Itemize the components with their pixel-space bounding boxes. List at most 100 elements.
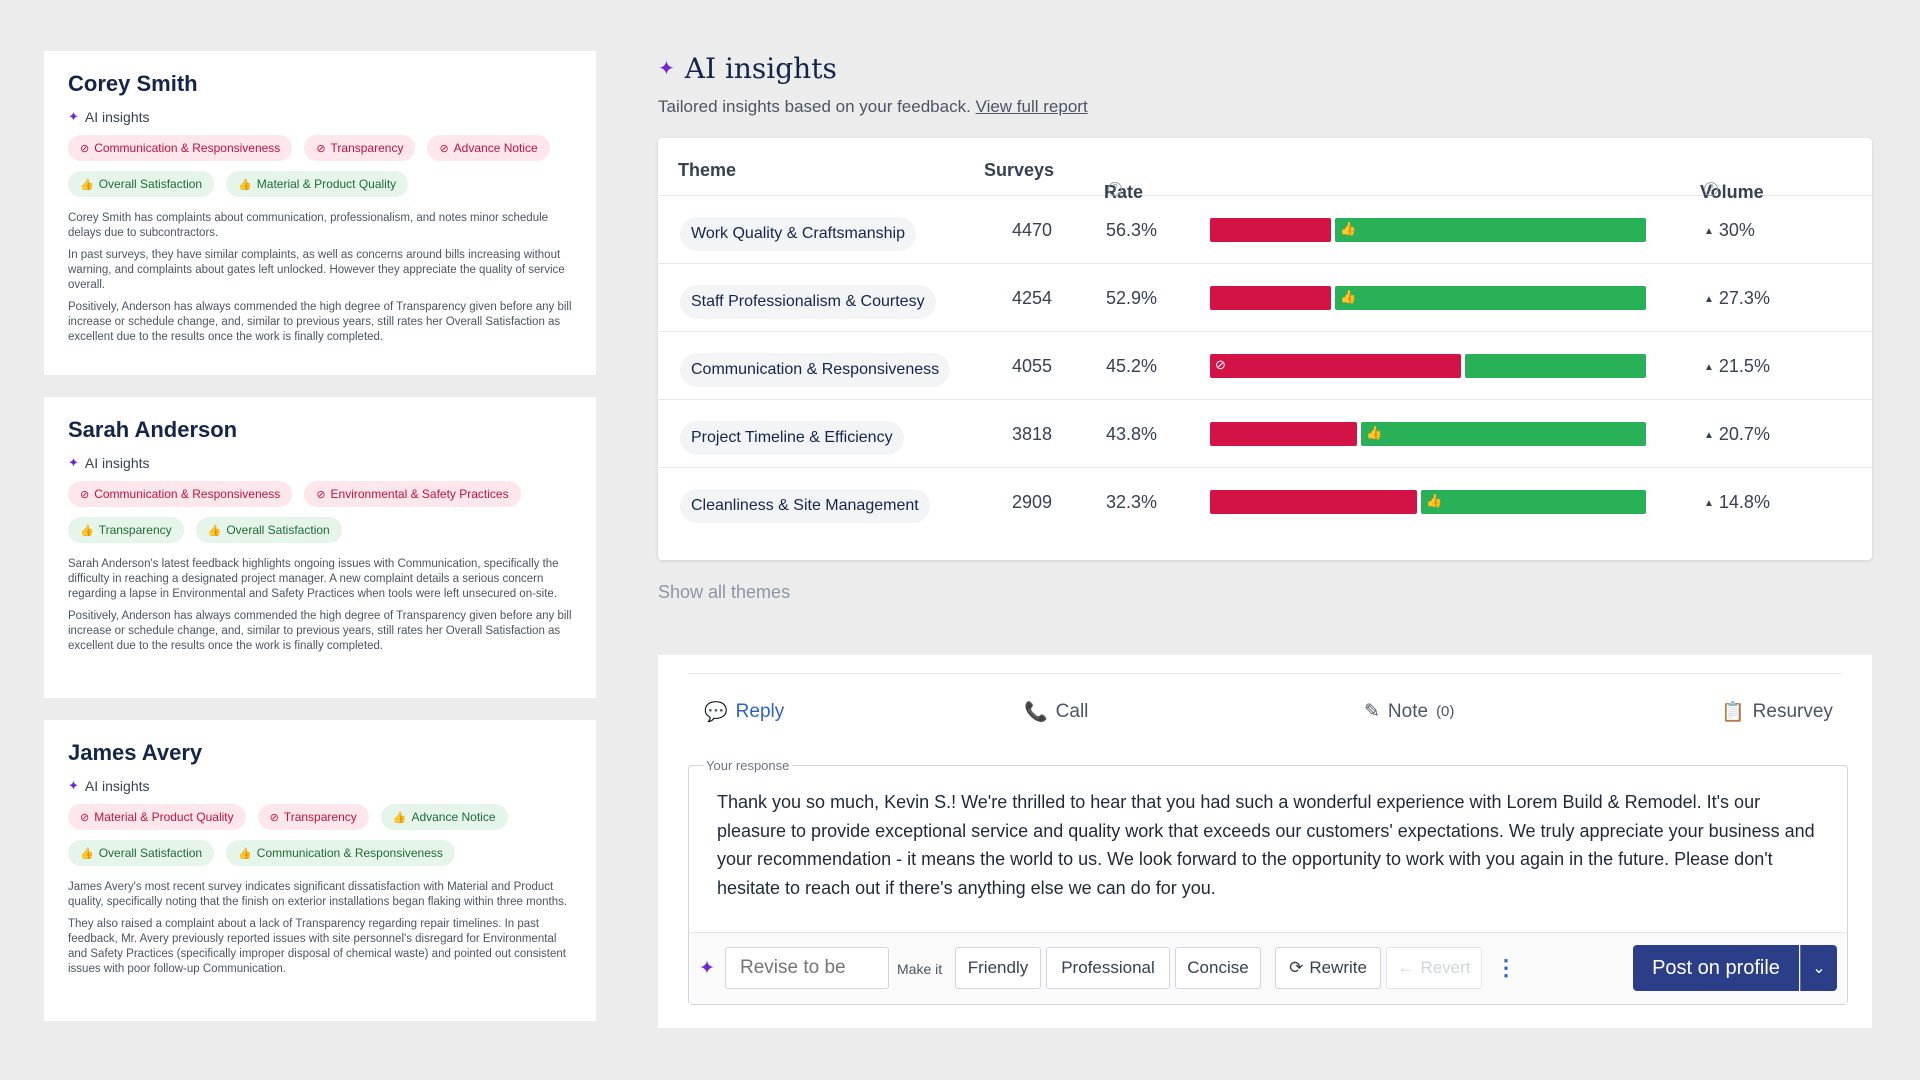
alert-icon: ⊘ <box>439 142 449 155</box>
negative-tag[interactable]: ⊘ Transparency <box>304 135 416 161</box>
sparkle-icon: ✦ <box>68 455 79 470</box>
more-options-icon[interactable]: ⋮ <box>1495 955 1517 980</box>
negative-tag[interactable]: ⊘ Communication & Responsiveness <box>68 481 293 507</box>
alert-icon: ⊘ <box>80 811 90 824</box>
table-row[interactable]: Project Timeline & Efficiency 3818 43.8% 👍 ▲… <box>658 400 1872 468</box>
positive-tag[interactable]: 👍 Advance Notice <box>380 804 508 830</box>
column-header-surveys: Surveys <box>984 160 1055 180</box>
customer-name: Sarah Anderson <box>68 417 238 442</box>
ai-insights-label: ✦ AI insights <box>68 455 150 471</box>
clipboard-icon: 📋 <box>1721 702 1745 723</box>
ai-insights-label: ✦ AI insights <box>68 778 150 794</box>
alert-icon: ⊘ <box>80 488 90 501</box>
sparkle-icon: ✦ <box>68 778 79 793</box>
revert-button[interactable]: ← Revert <box>1386 947 1482 989</box>
rate-value: 43.8% <box>1106 424 1158 444</box>
insights-header: ✦ AI insights <box>658 52 837 85</box>
table-row[interactable]: Work Quality & Craftsmanship 4470 56.3% 👍 ▲ 3… <box>658 196 1872 264</box>
table-row[interactable]: Communication & Responsiveness 4055 45.2% ⊘… <box>658 332 1872 400</box>
show-all-themes-link[interactable]: Show all themes <box>658 582 791 602</box>
tab-note[interactable]: ✎ Note (0) <box>1364 700 1455 723</box>
help-icon[interactable]: ? <box>1108 182 1122 196</box>
rate-value: 45.2% <box>1106 356 1158 376</box>
positive-tag[interactable]: 👍 Transparency <box>68 517 184 543</box>
themes-table: Theme Surveys Rate? Volume? Work Quality… <box>658 138 1872 560</box>
negative-bar[interactable] <box>1210 218 1331 242</box>
table-row[interactable]: Staff Professionalism & Courtesy 4254 52.9… <box>658 264 1872 332</box>
ai-insights-label: ✦ AI insights <box>68 109 150 125</box>
arrow-up-icon: ▲ <box>1704 430 1714 441</box>
positive-tag[interactable]: 👍 Overall Satisfaction <box>195 517 342 543</box>
tone-concise-button[interactable]: Concise <box>1175 947 1261 989</box>
tab-call[interactable]: 📞 Call <box>1024 701 1089 723</box>
insight-paragraph: Positively, Anderson has always commende… <box>68 610 572 652</box>
negative-bar[interactable] <box>1210 422 1357 446</box>
positive-bar[interactable]: 👍 <box>1361 422 1646 446</box>
negative-tag[interactable]: ⊘ Material & Product Quality <box>68 804 246 830</box>
theme-pill[interactable]: Cleanliness & Site Management <box>680 489 930 523</box>
negative-bar[interactable]: ⊘ <box>1210 354 1461 378</box>
alert-icon: ⊘ <box>1215 357 1226 372</box>
response-text[interactable]: Thank you so much, Kevin S.! We're thril… <box>717 792 1815 898</box>
insight-paragraph: Corey Smith has complaints about communi… <box>68 212 549 239</box>
post-on-profile-button[interactable]: Post on profile <box>1633 945 1799 991</box>
negative-bar[interactable] <box>1210 286 1331 310</box>
chevron-down-icon[interactable]: ⌄ <box>1800 945 1837 991</box>
table-row[interactable]: Cleanliness & Site Management 2909 32.3% 👍 ▲… <box>658 468 1872 536</box>
positive-tag[interactable]: 👍 Overall Satisfaction <box>68 171 215 197</box>
negative-bar[interactable] <box>1210 490 1417 514</box>
positive-tag[interactable]: 👍 Communication & Responsiveness <box>226 840 455 866</box>
rewrite-button[interactable]: ⟳ Rewrite <box>1275 947 1381 989</box>
chat-bubble-icon: 💬 <box>704 702 728 723</box>
theme-pill[interactable]: Work Quality & Craftsmanship <box>680 217 916 251</box>
customer-name: James Avery <box>68 740 203 765</box>
positive-tag[interactable]: 👍 Overall Satisfaction <box>68 840 215 866</box>
note-count: (0) <box>1436 703 1455 720</box>
customer-card: James Avery ✦ AI insights ⊘ Material & Pro… <box>44 720 596 1021</box>
response-editor[interactable]: Your response Thank you so much, Kevin S… <box>688 758 1848 1005</box>
revise-input[interactable] <box>725 947 889 989</box>
response-toolbar: ✦ Make it Friendly Professional Concise … <box>689 932 1847 1004</box>
positive-bar[interactable]: 👍 <box>1335 286 1646 310</box>
insight-paragraph: Positively, Anderson has always commende… <box>68 301 572 343</box>
insight-paragraph: They also raised a complaint about a lac… <box>68 918 566 975</box>
arrow-left-icon: ← <box>1397 958 1415 977</box>
positive-bar[interactable]: 👍 <box>1335 218 1646 242</box>
insights-subtitle: Tailored insights based on your feedback… <box>658 97 1088 116</box>
positive-bar[interactable] <box>1465 354 1646 378</box>
tab-reply[interactable]: 💬 Reply <box>704 701 785 723</box>
arrow-up-icon: ▲ <box>1704 498 1714 509</box>
negative-tag[interactable]: ⊘ Communication & Responsiveness <box>68 135 293 161</box>
thumbs-up-icon: 👍 <box>80 178 94 191</box>
negative-tag[interactable]: ⊘ Environmental & Safety Practices <box>304 481 521 507</box>
tag-list: ⊘ Material & Product Quality ⊘ Transparenc… <box>68 804 572 866</box>
arrow-up-icon: ▲ <box>1704 226 1714 237</box>
volume-change: ▲ 27.3% <box>1704 288 1770 308</box>
thumbs-up-icon: 👍 <box>1340 221 1357 236</box>
tab-resurvey[interactable]: 📋 Resurvey <box>1721 701 1833 723</box>
surveys-count: 3818 <box>1012 424 1053 444</box>
customer-name: Corey Smith <box>68 71 198 96</box>
negative-tag[interactable]: ⊘ Transparency <box>257 804 369 830</box>
surveys-count: 4254 <box>1012 288 1053 308</box>
pencil-icon: ✎ <box>1364 701 1380 722</box>
table-header: Theme Surveys Rate? Volume? <box>658 138 1872 202</box>
positive-bar[interactable]: 👍 <box>1421 490 1646 514</box>
response-tabs: 💬 Reply 📞 Call ✎ Note (0) 📋 Resurvey <box>688 673 1842 745</box>
volume-change: ▲ 20.7% <box>1704 424 1770 444</box>
tone-friendly-button[interactable]: Friendly <box>955 947 1041 989</box>
rate-value: 52.9% <box>1106 288 1158 308</box>
refresh-icon: ⟳ <box>1289 958 1304 977</box>
theme-pill[interactable]: Project Timeline & Efficiency <box>680 421 904 455</box>
thumbs-up-icon: 👍 <box>1366 425 1383 440</box>
surveys-count: 4470 <box>1012 220 1053 240</box>
tone-professional-button[interactable]: Professional <box>1046 947 1170 989</box>
response-label: Your response <box>703 758 793 773</box>
alert-icon: ⊘ <box>80 142 90 155</box>
view-full-report-link[interactable]: View full report <box>975 97 1088 116</box>
help-icon[interactable]: ? <box>1704 182 1718 196</box>
negative-tag[interactable]: ⊘ Advance Notice <box>427 135 550 161</box>
theme-pill[interactable]: Communication & Responsiveness <box>680 353 951 387</box>
positive-tag[interactable]: 👍 Material & Product Quality <box>226 171 409 197</box>
theme-pill[interactable]: Staff Professionalism & Courtesy <box>680 285 936 319</box>
